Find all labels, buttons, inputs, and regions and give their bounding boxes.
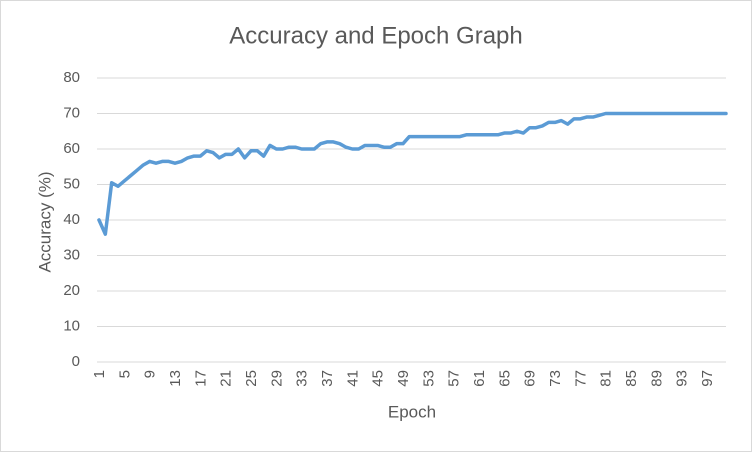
- x-tick-label: 97: [699, 370, 716, 387]
- x-tick-label: 49: [395, 370, 412, 387]
- x-axis-title: Epoch: [388, 402, 436, 421]
- y-tick-label: 50: [63, 175, 80, 192]
- x-tick-label: 61: [471, 370, 488, 387]
- x-tick-label: 65: [496, 370, 513, 387]
- x-tick-label: 45: [370, 370, 387, 387]
- x-tick-label: 41: [344, 370, 361, 387]
- x-tick-label: 57: [446, 370, 463, 387]
- x-tick-label: 77: [572, 370, 589, 387]
- x-tick-label: 29: [268, 370, 285, 387]
- x-tick-label: 17: [192, 370, 209, 387]
- x-tick-label: 73: [547, 370, 564, 387]
- y-tick-label: 20: [63, 282, 80, 299]
- y-tick-label: 40: [63, 211, 80, 228]
- y-tick-label: 10: [63, 317, 80, 334]
- x-tick-label: 37: [319, 370, 336, 387]
- x-tick-label: 85: [623, 370, 640, 387]
- y-tick-label: 0: [72, 353, 80, 370]
- y-tick-label: 80: [63, 69, 80, 86]
- chart-title: Accuracy and Epoch Graph: [229, 22, 523, 49]
- x-tick-label: 89: [648, 370, 665, 387]
- x-tick-label: 81: [598, 370, 615, 387]
- x-tick-label: 13: [167, 370, 184, 387]
- data-line: [97, 111, 728, 236]
- x-tick-label: 69: [522, 370, 539, 387]
- x-tick-label: 25: [243, 370, 260, 387]
- y-tick-label: 70: [63, 104, 80, 121]
- y-tick-label: 30: [63, 246, 80, 263]
- x-tick-label: 5: [116, 370, 133, 378]
- x-tick-label: 33: [294, 370, 311, 387]
- x-tick-label: 9: [142, 370, 159, 378]
- x-tick-label: 93: [674, 370, 691, 387]
- y-tick-label: 60: [63, 140, 80, 157]
- x-tick-label: 1: [91, 370, 108, 378]
- y-axis-title: Accuracy (%): [35, 171, 54, 272]
- x-tick-label: 53: [420, 370, 437, 387]
- x-tick-label: 21: [218, 370, 235, 387]
